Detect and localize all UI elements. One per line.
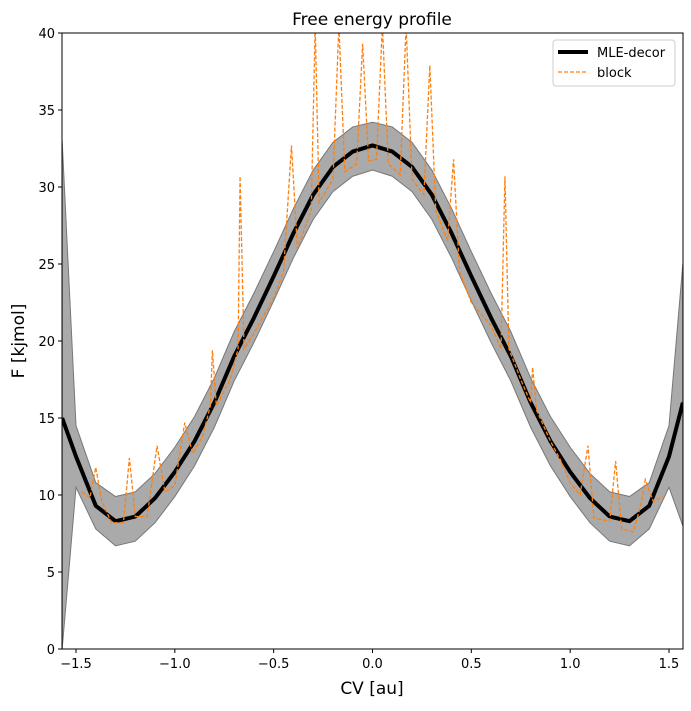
- chart-title: Free energy profile: [292, 10, 452, 30]
- legend: MLE-decor block: [552, 39, 676, 87]
- x-tick-label: 0.5: [461, 657, 482, 672]
- y-tick-label: 10: [38, 489, 55, 504]
- y-tick-label: 40: [38, 27, 55, 42]
- x-tick-label: 1.0: [560, 657, 581, 672]
- x-tick-label: 1.5: [659, 657, 680, 672]
- y-tick-label: 30: [38, 181, 55, 196]
- legend-label-block: block: [597, 66, 632, 81]
- x-tick-label: −0.5: [258, 657, 290, 672]
- x-axis-label: CV [au]: [340, 679, 403, 699]
- y-tick-label: 20: [38, 335, 55, 350]
- x-tick-label: −1.0: [159, 657, 191, 672]
- mle-decor-error-band: [62, 121, 683, 649]
- y-tick-label: 35: [38, 104, 55, 119]
- mle-decor-line: [62, 143, 683, 524]
- y-tick-label: 25: [38, 258, 55, 273]
- block-line: [81, 33, 664, 533]
- y-tick-label: 0: [47, 643, 55, 658]
- plot-frame: [61, 32, 684, 650]
- y-tick-label: 5: [47, 566, 55, 581]
- x-tick-label: 0.0: [362, 657, 383, 672]
- legend-label-mle-decor: MLE-decor: [597, 46, 666, 61]
- y-tick-label: 15: [38, 412, 55, 427]
- y-axis-label: F [kjmol]: [9, 304, 29, 379]
- x-tick-label: −1.5: [60, 657, 92, 672]
